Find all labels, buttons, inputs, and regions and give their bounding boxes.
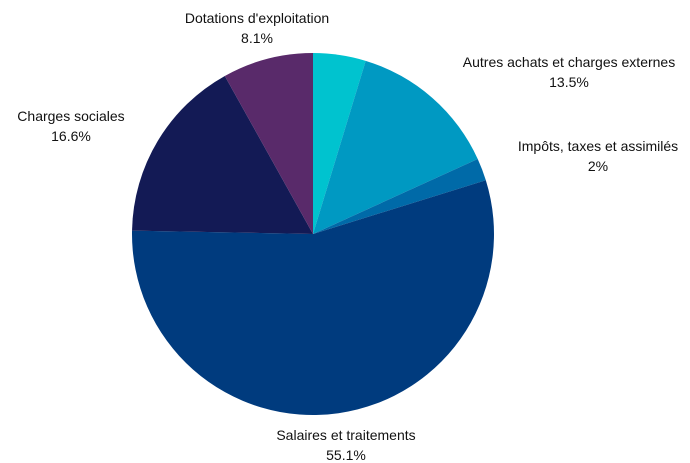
slice-percent-4: 16.6% — [51, 128, 91, 144]
slice-label-1: Autres achats et charges externes — [463, 54, 675, 70]
pie-slice-3 — [131, 180, 494, 415]
pie-slice-0 — [313, 53, 366, 234]
slice-label-2: Impôts, taxes et assimilés — [518, 138, 678, 154]
slice-label-5: Dotations d'exploitation — [185, 10, 329, 26]
pie-slices — [131, 53, 494, 415]
slice-percent-1: 13.5% — [549, 74, 589, 90]
pie-slice-2 — [313, 159, 486, 234]
slice-percent-3: 55.1% — [326, 447, 366, 463]
slice-percent-5: 8.1% — [241, 30, 273, 46]
pie-slice-1 — [313, 60, 478, 235]
slice-percent-2: 2% — [588, 158, 608, 174]
pie-slice-5 — [224, 53, 313, 234]
slice-label-3: Salaires et traitements — [276, 427, 415, 443]
pie-labels: Autres achats et charges externes 13.5% Im… — [17, 10, 678, 463]
pie-slice-4 — [132, 75, 313, 234]
slice-label-4: Charges sociales — [17, 108, 124, 124]
